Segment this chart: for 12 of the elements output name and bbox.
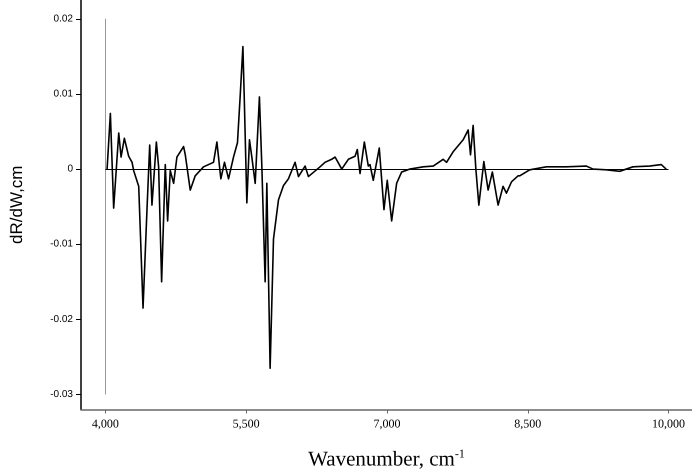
y-tick-label: -0.02 bbox=[50, 314, 74, 325]
x-tick-label: 7,000 bbox=[373, 416, 400, 430]
y-tick-label: 0.02 bbox=[54, 13, 74, 24]
y-tick-label: 0 bbox=[67, 164, 74, 175]
x-tick-label: 10,000 bbox=[652, 416, 686, 430]
x-tick-label: 8,500 bbox=[514, 416, 542, 430]
y-tick-label: -0.01 bbox=[50, 238, 74, 250]
y-axis-title: dR/dW,cm bbox=[7, 166, 26, 244]
x-tick-label: 5,500 bbox=[232, 416, 260, 430]
y-tick-label: -0.03 bbox=[50, 388, 74, 400]
y-tick-label: 0.01 bbox=[54, 88, 74, 100]
x-tick-label: 4,000 bbox=[92, 416, 119, 430]
